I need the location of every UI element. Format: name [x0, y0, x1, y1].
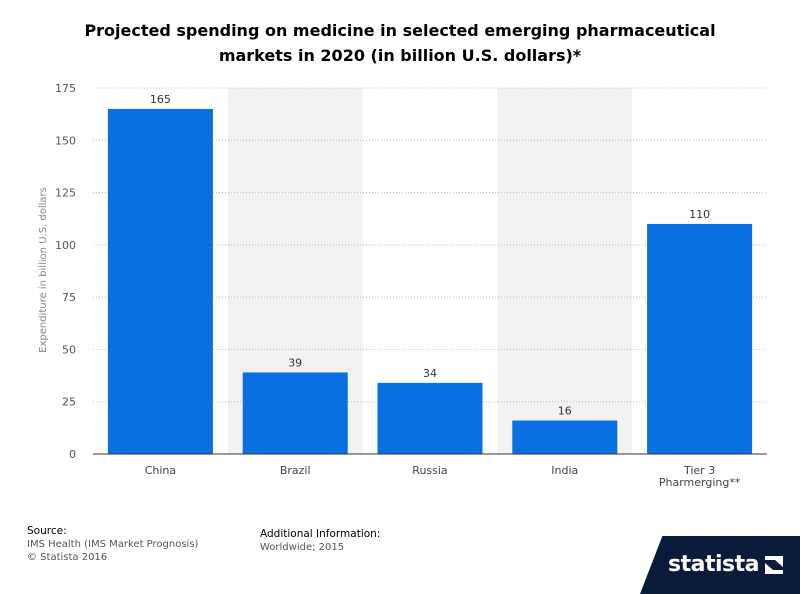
y-tick-label: 175 — [55, 82, 76, 95]
bar — [242, 372, 348, 454]
bar — [107, 108, 213, 455]
y-tick-label: 150 — [55, 134, 76, 147]
data-label: 39 — [288, 356, 302, 369]
y-tick-label: 50 — [62, 343, 76, 356]
statista-logo[interactable]: statista — [668, 553, 783, 577]
y-axis-label: Expenditure in billion U.S. dollars — [38, 187, 49, 353]
source-block: Source: IMS Health (IMS Market Prognosis… — [27, 525, 198, 564]
data-label: 34 — [423, 367, 437, 380]
bar — [377, 382, 483, 454]
x-tick-label: Pharmerging** — [659, 476, 741, 489]
y-tick-label: 75 — [62, 291, 76, 304]
data-label: 165 — [150, 93, 171, 106]
y-tick-label: 100 — [55, 239, 76, 252]
bars — [107, 108, 753, 455]
y-axis: 0 25 50 75 100 125 150 175 — [55, 82, 76, 461]
additional-info-block: Additional Information: Worldwide; 2015 — [260, 528, 380, 554]
additional-info-label: Additional Information: — [260, 528, 381, 540]
bar — [647, 223, 753, 454]
category-band — [497, 88, 633, 454]
chart-title: Projected spending on medicine in select… — [60, 18, 740, 68]
y-tick-label: 0 — [69, 448, 76, 461]
source-text: IMS Health (IMS Market Prognosis) — [27, 539, 199, 550]
x-tick-label: China — [145, 464, 176, 477]
chart-title-line-2: markets in 2020 (in billion U.S. dollars… — [218, 46, 582, 65]
y-tick-label: 125 — [55, 187, 76, 200]
x-tick-label: Russia — [412, 464, 447, 477]
statista-flag-icon — [764, 556, 783, 574]
brand-name: statista — [668, 552, 759, 577]
copyright-text: © Statista 2016 — [27, 552, 108, 563]
x-tick-label: Brazil — [280, 464, 311, 477]
data-label: 110 — [689, 208, 710, 221]
chart-title-line-1: Projected spending on medicine in select… — [84, 21, 716, 40]
y-tick-label: 25 — [62, 396, 76, 409]
data-label: 16 — [558, 405, 572, 418]
bar — [512, 420, 618, 454]
x-axis: China Brazil Russia India Tier 3Pharmerging*… — [93, 453, 767, 489]
x-tick-label: Tier 3 — [683, 464, 715, 477]
x-tick-label: India — [551, 464, 578, 477]
data-labels: 165 39 34 16 110 — [150, 93, 710, 418]
source-label: Source: — [27, 525, 67, 537]
additional-info-text: Worldwide; 2015 — [260, 542, 345, 553]
